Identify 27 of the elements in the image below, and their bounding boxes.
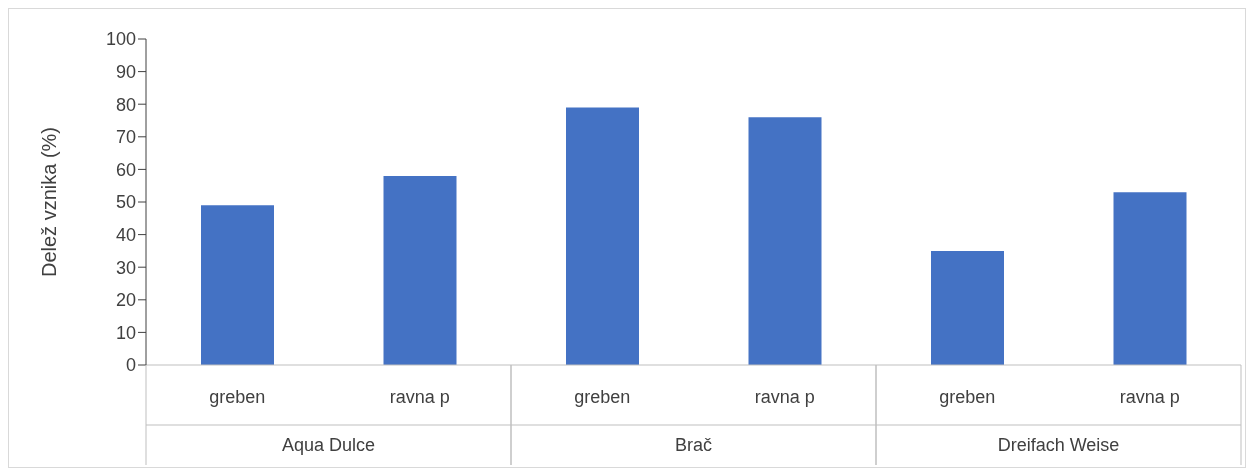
y-axis-title: Delež vznika (%): [38, 126, 61, 278]
bar: [566, 107, 639, 365]
x-tick-label: ravna p: [754, 387, 815, 407]
y-tick-label: 60: [115, 159, 136, 180]
x-tick-label: ravna p: [1119, 387, 1180, 407]
bar: [1113, 192, 1187, 365]
bar: [748, 117, 822, 365]
bar: [383, 175, 457, 365]
y-tick-label: 20: [115, 290, 136, 311]
y-tick-label: 0: [125, 355, 136, 376]
y-tick-label: 40: [115, 224, 136, 245]
y-tick-label: 10: [115, 322, 136, 343]
x-tick-label: greben: [939, 387, 996, 407]
bar: [931, 250, 1004, 365]
text: Brač: [674, 435, 713, 455]
y-tick-label: 70: [115, 127, 136, 148]
y-tick-label: 90: [115, 61, 136, 82]
y-tick-label: 30: [115, 257, 136, 278]
x-tick-label: ravna p: [389, 387, 450, 407]
text: Aqua Dulce: [281, 435, 376, 455]
x-tick-label: greben: [209, 387, 266, 407]
y-tick-label: 50: [115, 192, 136, 213]
text: Dreifach Weise: [997, 435, 1120, 455]
x-tick-label: greben: [574, 387, 631, 407]
y-tick-label: 100: [105, 29, 136, 50]
bar: [201, 205, 274, 365]
y-tick-label: 80: [115, 94, 136, 115]
